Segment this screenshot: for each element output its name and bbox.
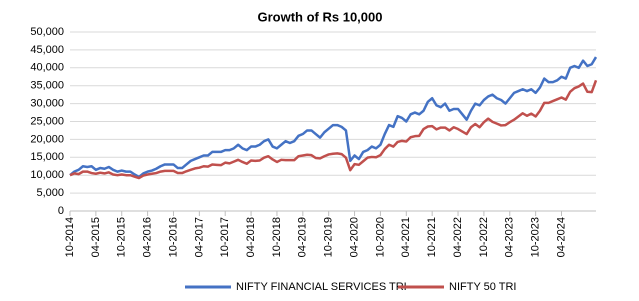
x-tick-label: 10-2014 bbox=[64, 217, 76, 257]
x-tick-label: 10-2018 bbox=[271, 217, 283, 257]
y-tick-label: 15,000 bbox=[30, 151, 64, 163]
y-tick-label: 10,000 bbox=[30, 169, 64, 181]
y-tick-label: 5,000 bbox=[36, 187, 64, 199]
x-tick-label: 10-2017 bbox=[219, 217, 231, 257]
y-tick-label: 30,000 bbox=[30, 98, 64, 110]
legend-label: NIFTY FINANCIAL SERVICES TRI bbox=[236, 281, 407, 293]
y-tick-label: 45,000 bbox=[30, 44, 64, 56]
series-line bbox=[69, 56, 598, 179]
x-tick-label: 10-2016 bbox=[167, 217, 179, 257]
chart-title: Growth of Rs 10,000 bbox=[258, 9, 383, 24]
x-tick-label: 10-2019 bbox=[323, 217, 335, 257]
x-tick-label: 04-2016 bbox=[142, 217, 154, 257]
x-tick-label: 04-2015 bbox=[90, 217, 102, 257]
x-tick-label: 04-2021 bbox=[400, 217, 412, 257]
x-tick-label: 10-2020 bbox=[374, 217, 386, 257]
y-tick-label: 25,000 bbox=[30, 115, 64, 127]
y-tick-label: 20,000 bbox=[30, 133, 64, 145]
x-tick-label: 10-2021 bbox=[426, 217, 438, 257]
x-tick-label: 04-2023 bbox=[504, 217, 516, 257]
legend-label: NIFTY 50 TRI bbox=[449, 281, 516, 293]
x-tick-label: 04-2022 bbox=[452, 217, 464, 257]
series-line bbox=[69, 79, 598, 180]
y-tick-label: 40,000 bbox=[30, 62, 64, 74]
x-tick-label: 04-2024 bbox=[555, 217, 567, 257]
x-tick-label: 04-2018 bbox=[245, 217, 257, 257]
x-tick-label: 04-2020 bbox=[348, 217, 360, 257]
x-tick-label: 10-2015 bbox=[116, 217, 128, 257]
x-tick-label: 04-2019 bbox=[297, 217, 309, 257]
y-tick-label: 35,000 bbox=[30, 80, 64, 92]
y-tick-label: 0 bbox=[58, 205, 64, 217]
x-tick-label: 10-2022 bbox=[478, 217, 490, 257]
x-tick-label: 10-2023 bbox=[530, 217, 542, 257]
y-tick-label: 50,000 bbox=[30, 26, 64, 38]
x-tick-label: 04-2017 bbox=[193, 217, 205, 257]
